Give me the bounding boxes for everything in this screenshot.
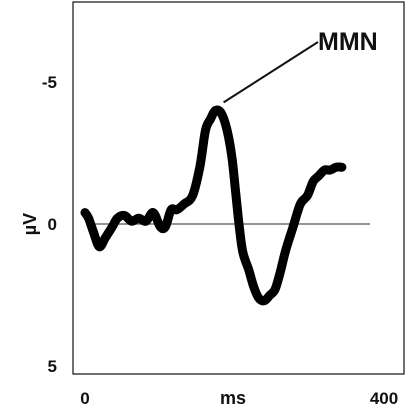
y-tick-label: -5 [42, 73, 57, 92]
mmn-annotation-label: MMN [318, 28, 378, 56]
erp-waveform-line [80, 105, 347, 306]
y-tick-label: 5 [48, 357, 57, 376]
y-axis-title: µV [20, 213, 40, 235]
x-axis-title: ms [220, 388, 246, 408]
mmn-leader-line [223, 41, 319, 104]
x-tick-label: 0 [80, 389, 89, 408]
x-tick-label: 400 [370, 389, 398, 408]
plot-frame [72, 1, 405, 375]
y-tick-label: 0 [48, 215, 57, 234]
